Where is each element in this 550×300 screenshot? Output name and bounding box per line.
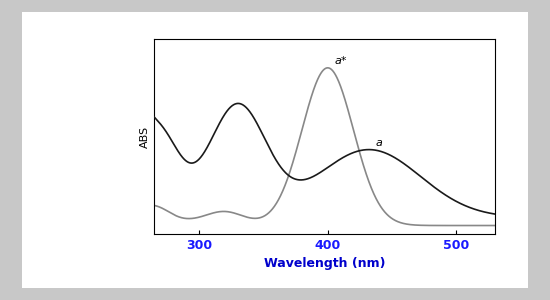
Y-axis label: ABS: ABS bbox=[140, 125, 150, 148]
Text: a*: a* bbox=[334, 56, 346, 66]
X-axis label: Wavelength (nm): Wavelength (nm) bbox=[264, 257, 385, 270]
Text: a: a bbox=[375, 138, 382, 148]
